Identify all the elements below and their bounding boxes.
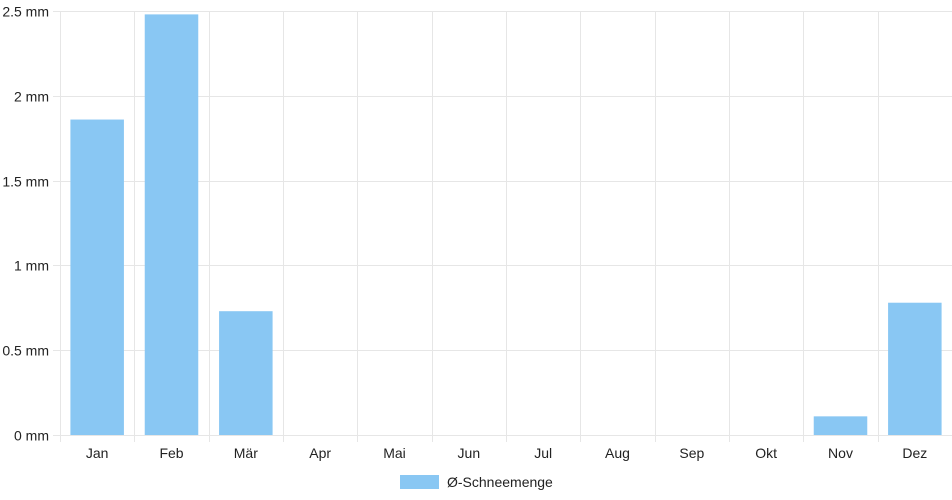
x-tick-label: Aug (605, 445, 630, 461)
y-tick-label: 1 mm (14, 258, 49, 274)
x-tick-label: Okt (755, 445, 777, 461)
bar-jan[interactable] (70, 119, 124, 435)
y-tick-label: 0.5 mm (2, 343, 49, 359)
x-tick-label: Apr (309, 445, 331, 461)
y-tick-label: 2.5 mm (2, 4, 49, 20)
x-tick-label: Mai (383, 445, 406, 461)
bars (70, 14, 942, 436)
y-axis-tick-labels: 0 mm 0.5 mm 1 mm 1.5 mm 2 mm 2.5 mm (2, 4, 49, 444)
x-tick-label: Feb (159, 445, 183, 461)
bar-dez[interactable] (888, 302, 942, 435)
x-tick-label: Jun (458, 445, 481, 461)
y-tick-label: 2 mm (14, 89, 49, 105)
x-axis-tick-labels: Jan Feb Mär Apr Mai Jun Jul Aug Sep Okt Nov Dez (86, 445, 927, 461)
bar-mär[interactable] (219, 311, 273, 435)
x-tick-label: Nov (828, 445, 853, 461)
legend-swatch[interactable] (400, 475, 439, 489)
x-tick-label: Sep (679, 445, 704, 461)
bar-feb[interactable] (144, 14, 199, 436)
x-tick-label: Mär (234, 445, 258, 461)
legend[interactable]: Ø-Schneemenge (400, 474, 553, 490)
x-tick-label: Jul (534, 445, 552, 461)
bar-nov[interactable] (813, 416, 868, 435)
x-tick-label: Jan (86, 445, 109, 461)
y-tick-label: 0 mm (14, 428, 49, 444)
grid-lines (53, 11, 952, 442)
x-tick-label: Dez (902, 445, 927, 461)
legend-label[interactable]: Ø-Schneemenge (447, 474, 553, 490)
y-tick-label: 1.5 mm (2, 174, 49, 190)
